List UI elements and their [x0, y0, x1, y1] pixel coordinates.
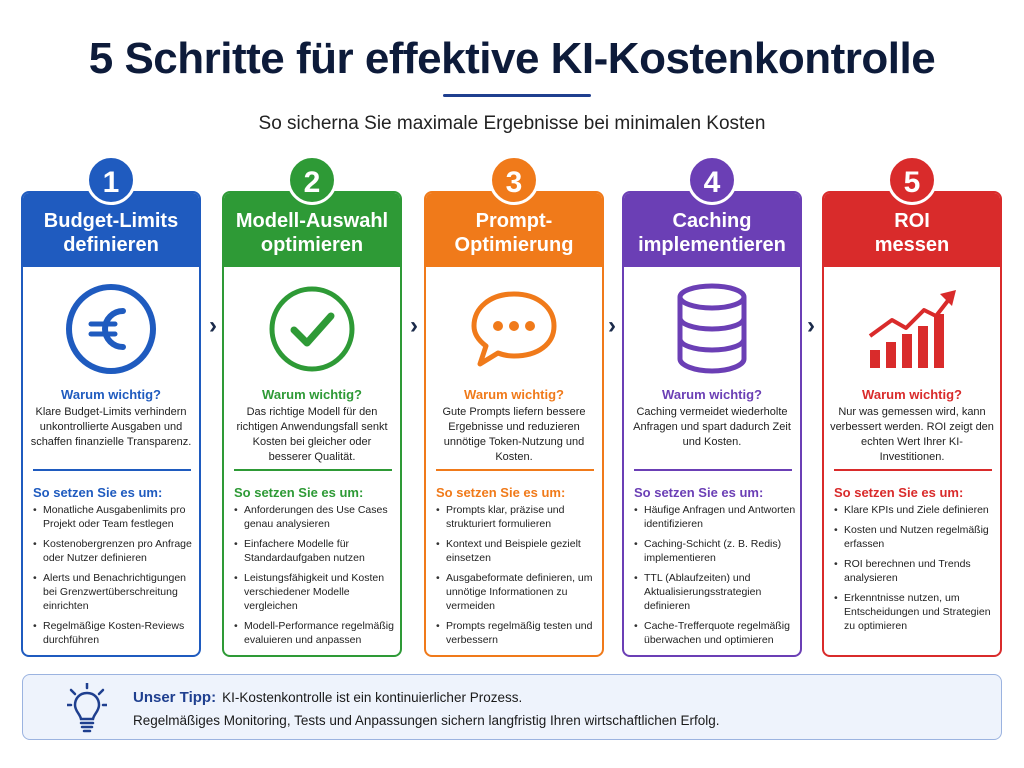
list-item: Leistungsfähigkeit und Kosten verschiede…	[234, 571, 396, 613]
why-title: Warum wichtig?	[464, 387, 564, 402]
step-heading-line1: Budget-Limits	[43, 210, 179, 232]
section-divider	[234, 469, 392, 471]
why-text: Das richtige Modell für den richtigen An…	[236, 406, 388, 463]
list-item: Regelmäßige Kosten-Reviews durchführen	[33, 619, 195, 647]
list-item: Alerts und Benachrichtigungen bei Grenzw…	[33, 571, 195, 613]
how-list: Häufige Anfragen und Antworten identifiz…	[634, 503, 796, 653]
list-item: Häufige Anfragen und Antworten identifiz…	[634, 503, 796, 531]
list-item: Kostenobergrenzen pro Anfrage oder Nutze…	[33, 537, 195, 565]
list-item: ROI berechnen und Trends analysieren	[834, 557, 996, 585]
step-heading: ROI messen	[824, 193, 1000, 267]
why-title: Warum wichtig?	[61, 387, 161, 402]
how-title: So setzen Sie es um:	[234, 485, 364, 500]
how-list: Monatliche Ausgabenlimits pro Projekt od…	[33, 503, 195, 653]
why-title: Warum wichtig?	[262, 387, 362, 402]
step-panel: Modell-Auswahl optimieren Warum wichtig?…	[222, 191, 402, 657]
step-heading: Caching implementieren	[624, 193, 800, 267]
tip-label: Unser Tipp:	[133, 689, 217, 706]
how-list: Anforderungen des Use Cases genau analys…	[234, 503, 396, 653]
step-panel: Caching implementieren Warum wichtig? Ca…	[622, 191, 802, 657]
growth-chart-icon	[824, 277, 1000, 381]
lightbulb-icon	[65, 681, 109, 733]
step-heading-line2: messen	[874, 234, 950, 256]
how-title: So setzen Sie es um:	[834, 485, 964, 500]
chevron-right-icon: ›	[410, 312, 418, 339]
database-icon	[624, 277, 800, 381]
list-item: Einfachere Modelle für Standardaufgaben …	[234, 537, 396, 565]
list-item: Kosten und Nutzen regelmäßig erfassen	[834, 523, 996, 551]
step-heading: Modell-Auswahl optimieren	[224, 193, 400, 267]
chevron-right-icon: ›	[608, 312, 616, 339]
chat-bubble-icon	[426, 277, 602, 381]
page-subtitle: So sicherna Sie maximale Ergebnisse bei …	[258, 113, 766, 134]
list-item: Prompts regelmäßig testen und verbessern	[436, 619, 598, 647]
list-item: Ausgabeformate definieren, um unnötige I…	[436, 571, 598, 613]
how-list: Prompts klar, präzise und strukturiert f…	[436, 503, 598, 653]
step-heading-line2: definieren	[63, 234, 159, 256]
how-title: So setzen Sie es um:	[33, 485, 163, 500]
step-heading-line1: Modell-Auswahl	[235, 210, 389, 232]
step-heading-line2: implementieren	[638, 234, 786, 256]
list-item: Kontext und Beispiele gezielt einsetzen	[436, 537, 598, 565]
list-item: Modell-Performance regelmäßig evaluieren…	[234, 619, 396, 647]
how-title: So setzen Sie es um:	[436, 485, 566, 500]
tip-line-1: Unser Tipp: KI-Kostenkontrolle ist ein ko…	[133, 689, 522, 706]
why-text: Nur was gemessen wird, kann verbessert w…	[830, 406, 994, 463]
page-title: 5 Schritte für effektive KI-Kostenkontro…	[88, 34, 936, 83]
check-circle-icon	[224, 277, 400, 381]
chevron-right-icon: ›	[807, 312, 815, 339]
section-divider	[834, 469, 992, 471]
step-number-badge: 3	[489, 155, 539, 205]
step-number-badge: 5	[887, 155, 937, 205]
why-text: Gute Prompts liefern bessere Ergebnisse …	[442, 406, 586, 463]
step-heading-line1: Caching	[672, 210, 752, 232]
section-divider	[436, 469, 594, 471]
why-text: Caching vermeidet wiederholte Anfragen u…	[633, 406, 791, 448]
list-item: TTL (Ablaufzeiten) und Aktualisierungsst…	[634, 571, 796, 613]
list-item: Anforderungen des Use Cases genau analys…	[234, 503, 396, 531]
step-number-badge: 2	[287, 155, 337, 205]
euro-icon	[23, 277, 199, 381]
list-item: Prompts klar, präzise und strukturiert f…	[436, 503, 598, 531]
list-item: Klare KPIs und Ziele definieren	[834, 503, 996, 517]
how-title: So setzen Sie es um:	[634, 485, 764, 500]
step-panel: Budget-Limits definieren Warum wichtig? …	[21, 191, 201, 657]
step-heading-line1: ROI	[894, 210, 930, 232]
list-item: Monatliche Ausgabenlimits pro Projekt od…	[33, 503, 195, 531]
step-number-badge: 1	[86, 155, 136, 205]
section-divider	[33, 469, 191, 471]
tip-text-2: Regelmäßiges Monitoring, Tests und Anpas…	[133, 713, 720, 728]
step-heading: Budget-Limits definieren	[23, 193, 199, 267]
title-underline	[443, 94, 591, 97]
why-title: Warum wichtig?	[662, 387, 762, 402]
why-text: Klare Budget-Limits verhindern unkontrol…	[30, 406, 192, 448]
step-heading: Prompt- Optimierung	[426, 193, 602, 267]
tip-box: Unser Tipp: KI-Kostenkontrolle ist ein ko…	[22, 674, 1002, 740]
step-panel: Prompt- Optimierung Warum wichtig? Gute …	[424, 191, 604, 657]
why-title: Warum wichtig?	[862, 387, 962, 402]
tip-text-1: KI-Kostenkontrolle ist ein kontinuierlic…	[222, 690, 523, 705]
step-number-badge: 4	[687, 155, 737, 205]
list-item: Erkenntnisse nutzen, um Entscheidungen u…	[834, 591, 996, 633]
step-heading-line2: Optimierung	[454, 234, 574, 256]
how-list: Klare KPIs und Ziele definieren Kosten u…	[834, 503, 996, 639]
list-item: Cache-Trefferquote regelmäßig überwachen…	[634, 619, 796, 647]
step-heading-line1: Prompt-	[475, 210, 553, 232]
step-panel: ROI messen Warum wichtig? Nur was gemess…	[822, 191, 1002, 657]
chevron-right-icon: ›	[209, 312, 217, 339]
list-item: Caching-Schicht (z. B. Redis) implementi…	[634, 537, 796, 565]
step-heading-line2: optimieren	[260, 234, 364, 256]
section-divider	[634, 469, 792, 471]
